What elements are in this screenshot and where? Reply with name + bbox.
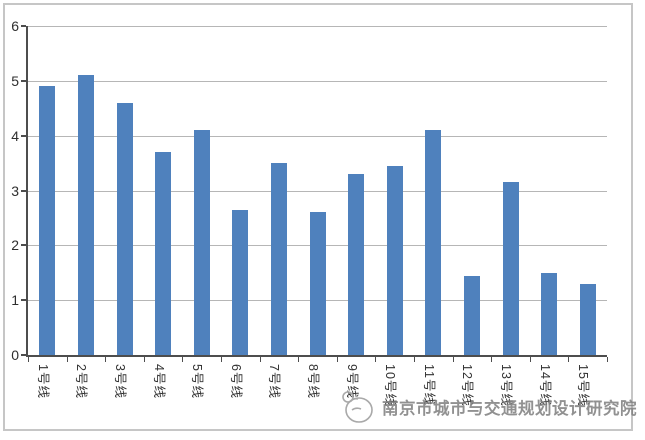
x-tick-mark bbox=[105, 357, 107, 362]
y-tick-label: 6 bbox=[11, 18, 19, 34]
y-tick-label: 1 bbox=[11, 292, 19, 309]
gridline bbox=[28, 26, 607, 27]
x-tick-mark bbox=[143, 357, 145, 362]
y-tick-mark bbox=[21, 299, 26, 302]
gridline bbox=[28, 190, 607, 192]
x-tick-mark bbox=[298, 357, 300, 362]
bar-12号线 bbox=[463, 275, 480, 355]
x-tick-label: 11号线 bbox=[421, 364, 436, 406]
x-tick-mark bbox=[259, 357, 261, 362]
x-tick-mark bbox=[491, 357, 493, 362]
x-tick-mark bbox=[568, 357, 570, 362]
x-tick-mark bbox=[607, 357, 608, 362]
x-tick-label: 14号线 bbox=[537, 364, 552, 407]
x-tick-mark bbox=[375, 357, 377, 362]
x-tick-label: 6号线 bbox=[228, 364, 243, 399]
bar-3号线 bbox=[116, 102, 133, 355]
bar-5号线 bbox=[193, 130, 210, 355]
x-tick-label: 10号线 bbox=[383, 364, 398, 407]
x-tick-label: 15号线 bbox=[576, 364, 591, 407]
x-tick-mark bbox=[336, 357, 338, 362]
x-tick-mark bbox=[452, 357, 454, 362]
x-tick-mark bbox=[66, 357, 68, 362]
y-tick-label: 4 bbox=[11, 127, 19, 144]
y-tick-label: 2 bbox=[11, 237, 19, 254]
y-tick-label: 0 bbox=[11, 347, 19, 363]
bar-6号线 bbox=[232, 209, 249, 355]
x-tick-label: 8号线 bbox=[306, 364, 320, 399]
gridline bbox=[28, 80, 607, 82]
y-tick-mark bbox=[21, 244, 26, 247]
bar-2号线 bbox=[77, 75, 94, 355]
bar-14号线 bbox=[541, 272, 558, 355]
y-tick-label: 5 bbox=[11, 72, 19, 89]
x-tick-label: 9号线 bbox=[344, 364, 359, 399]
x-tick-mark bbox=[182, 357, 184, 362]
plot-area bbox=[26, 26, 607, 357]
bar-7号线 bbox=[270, 163, 287, 355]
bar-15号线 bbox=[579, 283, 596, 355]
x-tick-mark bbox=[414, 357, 415, 362]
bar-8号线 bbox=[309, 212, 326, 355]
y-tick-label: 3 bbox=[11, 182, 19, 199]
y-tick-mark bbox=[21, 25, 26, 27]
y-tick-mark bbox=[21, 79, 26, 82]
x-tick-mark bbox=[28, 357, 29, 362]
x-tick-label: 1号线 bbox=[35, 364, 50, 399]
bar-4号线 bbox=[155, 152, 172, 355]
x-tick-label: 13号线 bbox=[499, 364, 513, 407]
bar-11号线 bbox=[425, 130, 442, 355]
gridline bbox=[28, 135, 607, 137]
x-tick-label: 2号线 bbox=[74, 364, 89, 399]
y-tick-mark bbox=[21, 354, 26, 356]
x-tick-mark bbox=[529, 357, 531, 362]
x-tick-label: 7号线 bbox=[267, 364, 282, 399]
y-tick-mark bbox=[21, 134, 26, 137]
x-tick-label: 3号线 bbox=[113, 364, 127, 399]
x-tick-label: 5号线 bbox=[190, 364, 205, 399]
bar-13号线 bbox=[502, 182, 519, 355]
y-tick-mark bbox=[21, 189, 26, 192]
bar-10号线 bbox=[386, 165, 403, 355]
x-tick-mark bbox=[221, 357, 222, 362]
bar-1号线 bbox=[39, 86, 56, 355]
bar-9号线 bbox=[348, 174, 365, 355]
x-tick-label: 4号线 bbox=[151, 364, 166, 399]
x-tick-label: 12号线 bbox=[460, 364, 475, 407]
